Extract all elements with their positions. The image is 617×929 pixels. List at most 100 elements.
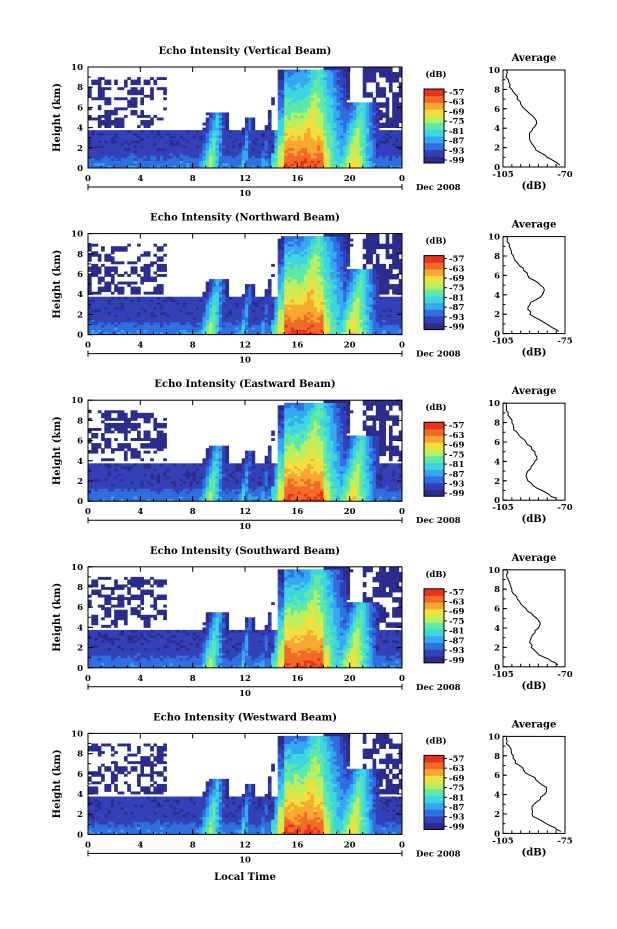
heatmap-cell: [303, 327, 308, 330]
heatmap-cell: [349, 276, 354, 280]
heatmap-cell: [346, 114, 351, 118]
heatmap-cell: [280, 309, 285, 313]
heatmap-cell: [146, 137, 151, 141]
heatmap-cell: [127, 329, 131, 333]
heatmap-cell: [290, 321, 295, 325]
heatmap-cell: [133, 155, 138, 159]
heatmap-cell: [339, 84, 344, 88]
heatmap-cell: [202, 301, 207, 305]
heatmap-cell: [310, 286, 315, 290]
heatmap-cell: [163, 316, 167, 320]
heatmap-cell: [310, 69, 315, 73]
heatmap-cell: [366, 69, 370, 73]
heatmap-cell: [359, 162, 364, 166]
heatmap-cell: [366, 165, 370, 169]
heatmap-cell: [277, 137, 282, 141]
heatmap-cell: [356, 120, 360, 123]
heatmap-cell: [91, 263, 95, 267]
heatmap-cell: [245, 304, 249, 308]
heatmap-cell: [392, 99, 396, 103]
heatmap-cell: [346, 296, 351, 300]
heatmap-cell: [369, 74, 373, 78]
heatmap-cell: [114, 268, 118, 272]
heatmap-cell: [264, 145, 269, 149]
heatmap-cell: [104, 142, 109, 146]
heatmap-cell: [287, 281, 292, 285]
heatmap-cell: [316, 266, 321, 270]
heatmap-cell: [156, 329, 161, 333]
heatmap-cell: [346, 147, 351, 151]
heatmap-cell: [372, 309, 377, 313]
heatmap-cell: [294, 286, 298, 290]
heatmap-cell: [280, 92, 285, 96]
heatmap-cell: [110, 311, 115, 315]
heatmap-cell: [143, 263, 148, 267]
heatmap-cell: [176, 301, 180, 305]
heatmap-cell: [388, 137, 393, 141]
heatmap-northward: [88, 233, 403, 335]
heatmap-cell: [326, 140, 331, 144]
heatmap-cell: [303, 238, 308, 242]
heatmap-cell: [352, 135, 357, 139]
heatmap-cell: [339, 114, 344, 118]
heatmap-cell: [326, 132, 331, 136]
heatmap-cell: [215, 142, 220, 146]
heatmap-cell: [202, 319, 207, 323]
heatmap-cell: [307, 296, 311, 300]
heatmap-cell: [264, 329, 269, 333]
heatmap-cell: [169, 165, 174, 169]
heatmap-cell: [176, 304, 180, 308]
heatmap-cell: [375, 253, 380, 257]
heatmap-cell: [313, 248, 318, 252]
heatmap-cell: [330, 72, 334, 75]
heatmap-cell: [238, 329, 243, 333]
heatmap-cell: [228, 145, 233, 149]
heatmap-cell: [284, 145, 288, 149]
heatmap-cell: [267, 294, 272, 298]
heatmap-cell: [88, 291, 92, 295]
heatmap-cell: [159, 160, 164, 164]
heatmap-cell: [235, 162, 239, 166]
heatmap-cell: [254, 155, 259, 159]
heatmap-cell: [287, 316, 292, 320]
heatmap-cell: [307, 137, 311, 141]
heatmap-cell: [398, 137, 403, 141]
heatmap-cell: [343, 130, 347, 134]
heatmap-cell: [212, 127, 216, 131]
heatmap-cell: [316, 107, 321, 111]
panel-vertical: Echo Intensity (Vertical Beam)0246810Hei…: [52, 46, 573, 199]
heatmap-cell: [287, 162, 292, 166]
heatmap-cell: [366, 286, 370, 290]
heatmap-cell: [101, 246, 105, 250]
heatmap-cell: [261, 160, 266, 164]
heatmap-cell: [316, 263, 321, 267]
heatmap-cell: [97, 152, 102, 156]
heatmap-cell: [218, 304, 223, 308]
heatmap-cell: [287, 130, 292, 134]
heatmap-cell: [369, 102, 373, 106]
heatmap-cell: [290, 291, 295, 295]
heatmap-cell: [222, 130, 226, 134]
heatmap-cell: [258, 319, 262, 323]
heatmap-cell: [277, 271, 282, 275]
heatmap-cell: [94, 117, 99, 121]
heatmap-cell: [307, 97, 311, 101]
heatmap-cell: [215, 332, 220, 335]
heatmap-cell: [339, 165, 344, 169]
heatmap-cell: [330, 329, 334, 333]
heatmap-cell: [385, 102, 390, 106]
heatmap-cell: [375, 147, 380, 151]
heatmap-cell: [101, 248, 105, 252]
heatmap-cell: [101, 299, 105, 303]
heatmap-cell: [254, 147, 259, 151]
heatmap-cell: [316, 281, 321, 285]
heatmap-cell: [156, 314, 161, 318]
heatmap-cell: [97, 79, 102, 83]
heatmap-cell: [101, 165, 105, 169]
heatmap-cell: [248, 135, 252, 139]
heatmap-cell: [346, 304, 351, 308]
heatmap-cell: [290, 84, 295, 88]
heatmap-cell: [349, 157, 354, 161]
heatmap-cell: [228, 135, 233, 139]
heatmap-cell: [235, 301, 239, 305]
